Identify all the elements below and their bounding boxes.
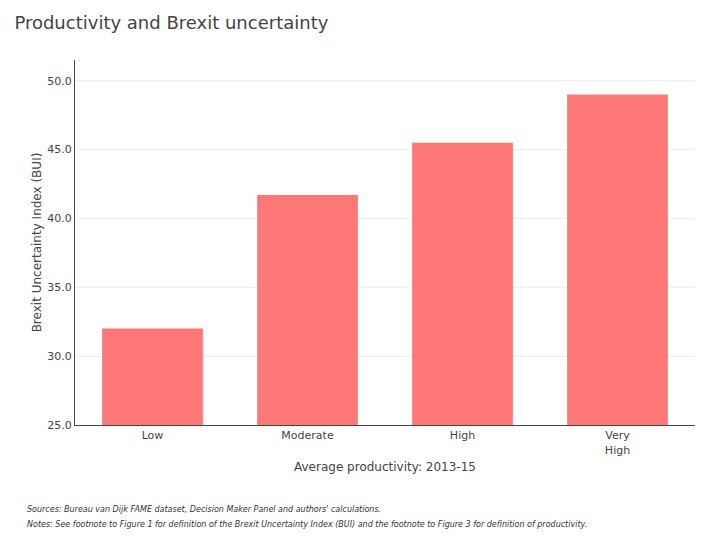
svg-text:35.0: 35.0 (47, 281, 72, 294)
svg-text:45.0: 45.0 (47, 143, 72, 156)
svg-text:Brexit Uncertainty Index (BUI): Brexit Uncertainty Index (BUI) (30, 153, 44, 333)
svg-text:Low: Low (142, 429, 164, 442)
svg-text:25.0: 25.0 (47, 419, 72, 432)
svg-text:50.0: 50.0 (47, 75, 72, 88)
svg-text:Average productivity: 2013-15: Average productivity: 2013-15 (294, 460, 476, 474)
svg-text:High: High (450, 429, 475, 442)
svg-text:30.0: 30.0 (47, 350, 72, 363)
svg-text:Productivity and Brexit uncert: Productivity and Brexit uncertainty (14, 12, 328, 33)
svg-text:Moderate: Moderate (281, 429, 334, 442)
svg-text:Notes: See footnote to Figure: Notes: See footnote to Figure 1 for defi… (27, 520, 587, 529)
svg-text:40.0: 40.0 (47, 212, 72, 225)
svg-text:Sources: Bureau van Dijk FAME: Sources: Bureau van Dijk FAME dataset, D… (27, 505, 381, 514)
svg-text:VeryHigh: VeryHigh (605, 429, 630, 456)
